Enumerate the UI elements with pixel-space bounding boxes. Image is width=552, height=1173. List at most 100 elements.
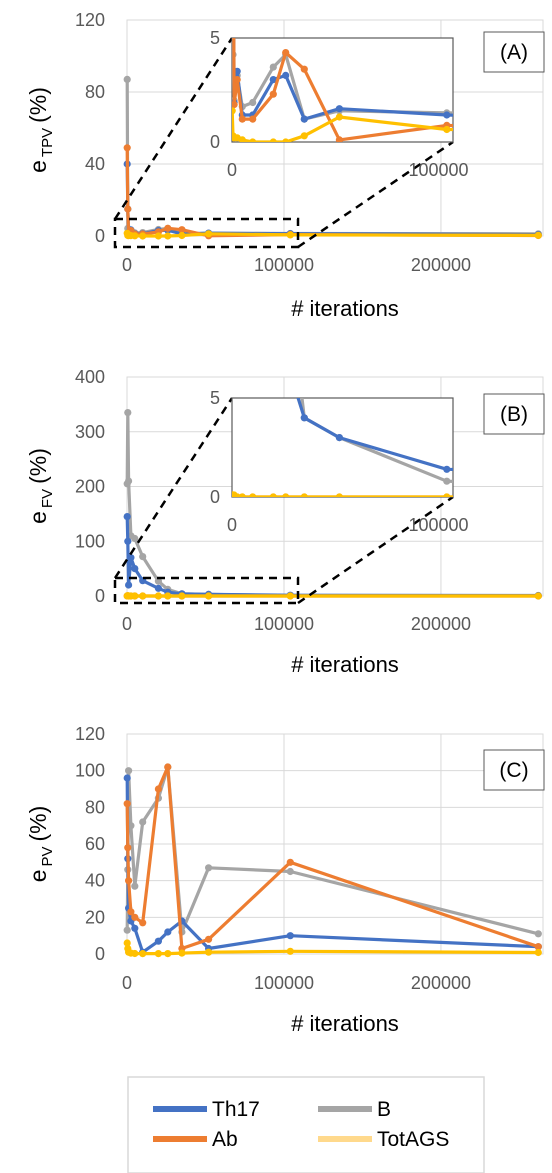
panel-a-ytick-1: 40 (85, 154, 105, 174)
legend-label-b: B (377, 1098, 391, 1121)
panel-b-inset: 0 5 0 100000 (210, 355, 469, 535)
legend: Th17 B Ab TotAGS (127, 1076, 485, 1173)
panel-b-ylabel: eFV(%) (25, 448, 56, 524)
panel-a-inset-point-ab-6 (269, 90, 277, 98)
panel-c-point-totags-8 (178, 949, 186, 957)
panel-c-point-b-11 (534, 930, 542, 938)
panel-b-inset-ytick-0: 0 (210, 487, 220, 507)
panel-b-xlabel: # iterations (291, 652, 399, 677)
panel-c-ytick-2: 40 (85, 871, 105, 891)
panel-b-series-totags (123, 592, 542, 600)
panel-c: ePV(%) # iterations 0 100000 200000 0 20 40 60… (25, 724, 545, 1036)
panel-a-ytick-0: 0 (95, 226, 105, 246)
panel-b-point-totags-9 (205, 592, 213, 600)
panel-a-inset-line-ab (232, 38, 453, 142)
panel-b-point-totags-5 (139, 592, 147, 600)
panel-c-point-th17-0 (123, 774, 131, 782)
panel-b-inset-frame (231, 397, 454, 498)
panel-a-inset-point-th17-7 (282, 71, 290, 79)
panel-b-inset-ytick-1: 5 (210, 388, 220, 408)
panel-b-inset-point-totags-8 (300, 493, 308, 497)
panel-c-point-ab-11 (534, 943, 542, 951)
panel-b-plot: 0 100000 200000 0 100 200 300 400 0 5 0 100000 (75, 355, 544, 634)
panel-b-ytick-4: 400 (75, 367, 105, 387)
panel-a-inset-ytick-0: 0 (210, 132, 220, 152)
panel-c-ytick-3: 60 (85, 834, 105, 854)
panel-a-inset-point-totags-0 (232, 107, 236, 115)
panel-a-point-totags-7 (164, 232, 172, 240)
panel-a-xtick-2: 200000 (411, 255, 471, 275)
panel-c-point-ab-3 (127, 908, 135, 916)
panel-c-point-totags-10 (286, 947, 294, 955)
panel-c-point-th17-10 (286, 932, 294, 940)
panel-c-line-b (125, 765, 539, 936)
panel-c-point-ab-9 (205, 935, 213, 943)
panel-c-ytick-0: 0 (95, 944, 105, 964)
panel-b-inset-point-th17-7 (282, 355, 289, 362)
panel-b-point-totags-8 (178, 592, 186, 600)
panel-a-point-ab-0 (123, 144, 131, 152)
panel-a-point-totags-4 (131, 232, 139, 240)
legend-label-totags: TotAGS (377, 1128, 449, 1151)
panel-b-point-th17-3 (127, 554, 135, 562)
panel-b-inset-point-th17-9 (335, 434, 343, 442)
panel-b-inset-line-th17 (296, 398, 453, 472)
panel-c-ytick-1: 20 (85, 907, 105, 927)
panel-c-point-b-0 (123, 926, 131, 934)
panel-a-point-ab-7 (164, 224, 172, 232)
panel-c-point-th17-4 (131, 924, 139, 932)
panel-c-point-totags-6 (154, 950, 162, 958)
panel-b-inset-point-totags-10 (443, 493, 451, 497)
panel-a-inset-point-totags-7 (282, 138, 290, 142)
panel-a-point-totags-6 (154, 232, 162, 240)
panel-b-inset-point-totags-5 (249, 493, 257, 497)
panel-c-series-th17 (123, 774, 542, 956)
panel-a-inset-point-totags-6 (269, 138, 277, 142)
panel-a-point-totags-10 (286, 231, 294, 239)
panel-b-ytick-1: 100 (75, 531, 105, 551)
panel-a-point-totags-9 (205, 230, 213, 238)
panel-a-inset-point-b-5 (249, 98, 257, 107)
panel-b-point-th17-2 (125, 581, 133, 589)
panel-a-tag: (A) (500, 41, 528, 64)
panel-b-xtick-1: 100000 (254, 614, 314, 634)
panel-c-plot: 0 100000 200000 0 20 40 60 80 100 120 (75, 724, 544, 993)
panel-c-ylabel: ePV(%) (25, 806, 56, 883)
panel-c-xtick-0: 0 (122, 973, 132, 993)
panel-a-inset-xtick-0: 0 (227, 160, 237, 180)
panel-b-series-th17 (123, 513, 542, 600)
panel-c-tag-box (483, 749, 545, 791)
panel-c-series-ab (123, 763, 542, 953)
panel-c-xlabel: # iterations (291, 1011, 399, 1036)
panel-b-xtick-0: 0 (122, 614, 132, 634)
legend-label-th17: Th17 (212, 1098, 260, 1121)
panel-b: eFV(%) # iterations 0 100000 200000 0 100 200… (25, 355, 545, 677)
panel-c-point-b-10 (286, 867, 294, 876)
panel-c-ytick-5: 100 (75, 761, 105, 781)
panel-c-xtick-1: 100000 (254, 973, 314, 993)
panel-a-line-totags (125, 232, 539, 238)
panel-c-point-totags-7 (164, 950, 172, 958)
panel-b-tag-box (483, 393, 545, 435)
panel-b-inset-point-b-10 (443, 477, 451, 485)
panel-b-zoom-connector-right (297, 495, 454, 605)
panel-c-point-b-9 (205, 864, 213, 872)
panel-a-inset-point-totags-4 (238, 136, 246, 142)
panel-a-inset-series-totags (232, 107, 453, 142)
panel-b-inset-point-th17-8 (300, 414, 308, 422)
panel-b-inset-point-th17-10 (443, 465, 451, 473)
panel-a-inset-point-th17-6 (269, 76, 277, 84)
panel-b-tag: (B) (500, 403, 528, 426)
panel-a-zoom-connector-left (113, 37, 234, 220)
panel-b-point-totags-11 (534, 592, 542, 600)
panel-a-inset: 0 5 0 100000 (210, 28, 469, 180)
panel-c-point-ab-10 (286, 858, 294, 866)
panel-c-ytick-6: 120 (75, 724, 105, 744)
panel-a-inset-point-ab-5 (249, 115, 257, 123)
panel-c-point-th17-7 (164, 928, 172, 936)
panel-c-point-ab-4 (131, 913, 139, 921)
panel-a-inset-xtick-1: 100000 (409, 160, 469, 180)
panel-b-point-th17-4 (131, 565, 139, 573)
panel-c-tag: (C) (499, 759, 528, 782)
panel-a-inset-point-totags-5 (249, 138, 257, 142)
